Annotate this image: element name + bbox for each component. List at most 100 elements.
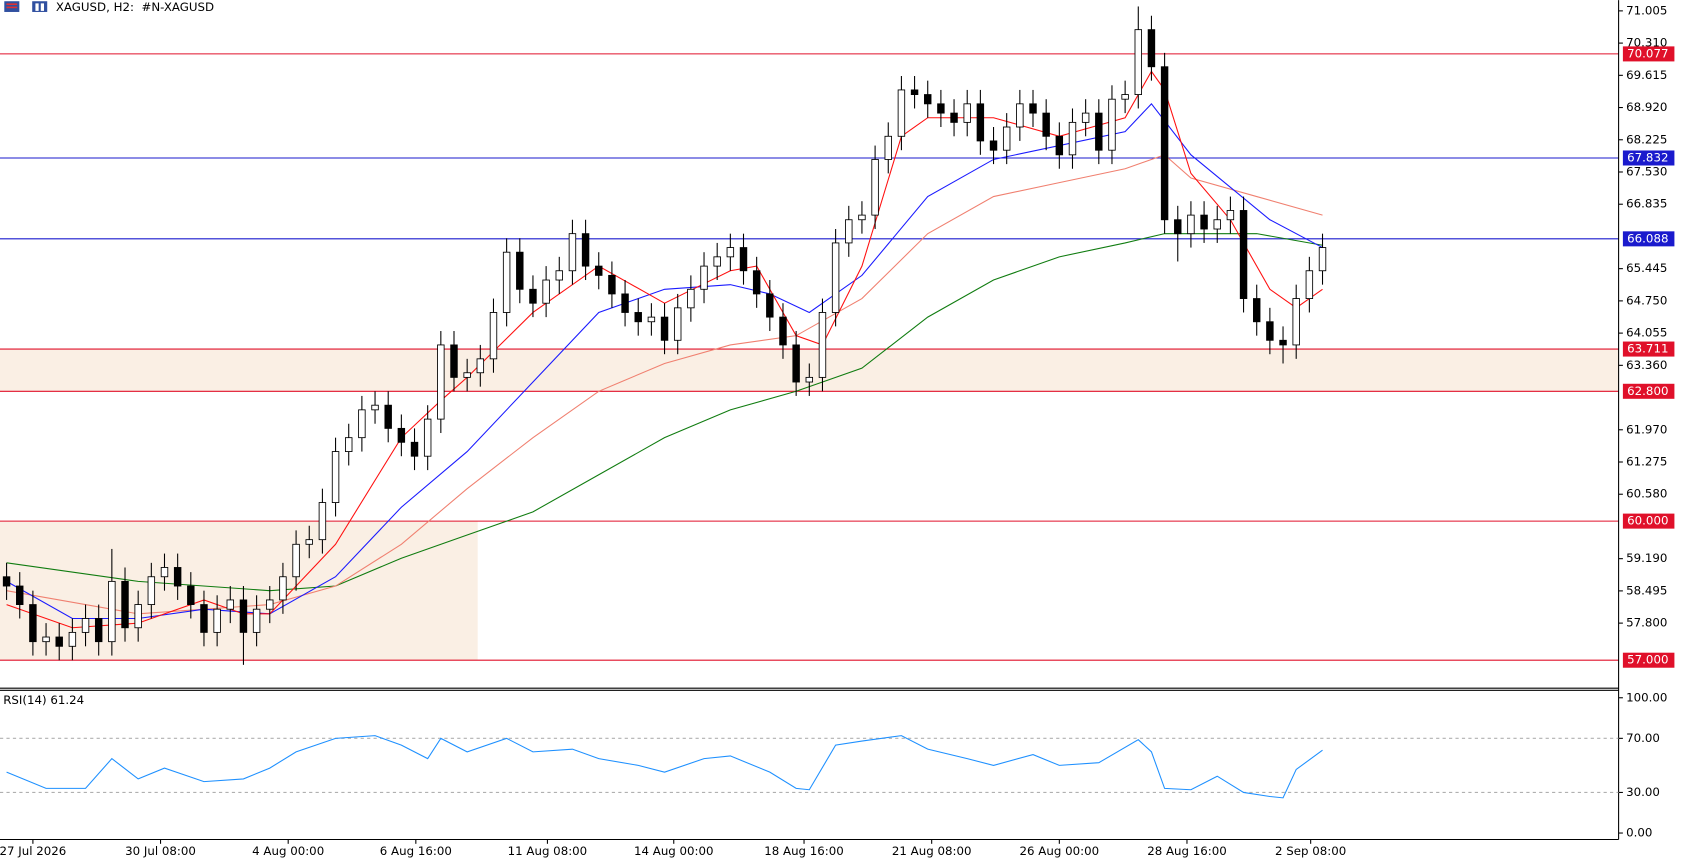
candle-body [924,94,932,105]
candle-body [529,288,537,304]
candle-body [489,312,498,360]
icon [35,3,39,11]
rsi-value: 61.24 [50,692,84,706]
y-tick-label: 64.750 [1626,293,1667,307]
candle-body [226,599,235,610]
candle-body [1226,210,1235,221]
x-tick-label: 2 Sep 08:00 [1275,844,1346,858]
y-tick-label: 58.495 [1626,583,1667,597]
candle-body [1252,298,1261,323]
candle-body [687,288,695,309]
y-tick-label: 60.580 [1626,487,1667,501]
candle-body [305,539,313,545]
candle-body [634,312,642,323]
candle-body [147,576,156,606]
x-tick-label: 30 Jul 08:00 [125,844,196,858]
candle-body [1081,112,1090,123]
candle-body [568,233,577,272]
candle-body [239,599,248,633]
candle-body [502,251,511,313]
candle-body [94,618,103,643]
candle-body [1068,121,1077,156]
candle-body [937,103,945,114]
candle-body [29,604,37,643]
candle-body [1134,29,1143,95]
candle-body [818,312,827,378]
candle-body [266,599,274,610]
candle-body [2,576,11,587]
icon [40,3,45,11]
x-tick-label: 27 Jul 2026 [0,844,66,858]
candle-body [213,608,221,633]
level-label-box [1622,652,1675,668]
y-tick-label: 57.800 [1626,616,1667,630]
candle-body [542,279,550,304]
candle-body [963,103,971,123]
candle-body [1266,321,1274,341]
y-tick-label: 61.970 [1626,422,1667,436]
icon [4,1,20,12]
candle-body [581,233,590,267]
candle-body [187,585,195,606]
level-label-box [1622,46,1675,62]
level-label: 67.832 [1627,150,1668,164]
candle-body [845,219,853,244]
candle-body [134,604,142,629]
icon [6,6,18,9]
candle-body [423,418,432,457]
candle-body [437,344,445,420]
x-tick-label: 28 Aug 16:00 [1147,844,1227,858]
candle-body [81,618,90,633]
level-label-box [1622,383,1675,399]
x-tick-label: 26 Aug 00:00 [1020,844,1100,858]
header-icons [4,1,48,12]
level-label: 63.711 [1627,342,1668,356]
y-tick-label: 68.225 [1626,132,1667,146]
rsi-tick-label: 30.00 [1626,785,1660,799]
moving-average [6,70,1323,629]
candle-body [358,409,366,439]
candle-body [1029,103,1037,114]
x-tick-label: 18 Aug 16:00 [764,844,844,858]
x-tick-label: 14 Aug 00:00 [634,844,714,858]
level-label-box [1622,231,1675,247]
x-tick-label: 6 Aug 16:00 [380,844,452,858]
level-label: 70.077 [1627,46,1668,60]
level-label: 60.000 [1627,514,1668,528]
candle-body [976,103,985,142]
candle-body [647,316,656,323]
candle-body [345,437,353,452]
candle-body [1108,98,1116,151]
candle-body [463,372,471,378]
candle-body [1279,339,1287,346]
candle-body [555,270,563,281]
candle-body [621,293,629,313]
candle-body [792,344,800,383]
level-label: 66.088 [1627,231,1668,245]
moving-average [6,154,1323,615]
rsi-line [6,735,1323,799]
rsi-label: RSI(14) [3,692,46,706]
candle-body [897,89,906,137]
plot-area [0,6,1619,665]
candle-body [1174,219,1182,235]
candle-body [55,636,63,647]
header-bg [0,0,215,16]
x-tick-label: 4 Aug 00:00 [252,844,324,858]
candle-body [516,251,524,290]
level-label-box [1622,150,1675,166]
candle-body [805,376,814,383]
candle-body [1042,112,1050,137]
x-tick-label: 21 Aug 08:00 [892,844,972,858]
candle-body [371,404,379,411]
candle-body [200,604,208,633]
candle-body [1160,66,1169,221]
candle-body [1200,214,1208,230]
candle-body [858,214,866,221]
candle-body [252,608,261,633]
candle-body [292,543,300,578]
candle-body [950,112,958,123]
candle-body [476,358,485,374]
